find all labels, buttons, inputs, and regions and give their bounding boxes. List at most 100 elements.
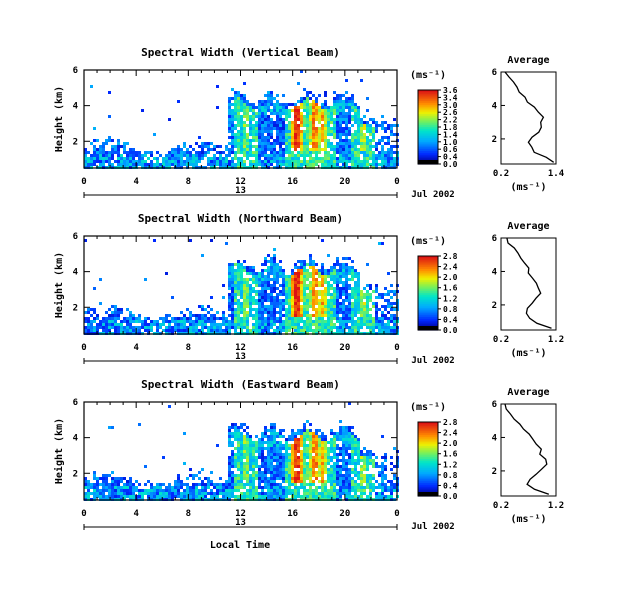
heatmap-cell bbox=[336, 127, 339, 130]
profile-y-tick-label: 4 bbox=[492, 101, 498, 111]
heatmap-cell bbox=[387, 480, 390, 483]
heatmap-cell bbox=[342, 453, 345, 456]
heatmap-cell bbox=[360, 320, 363, 323]
heatmap-cell bbox=[294, 432, 297, 435]
heatmap-cell bbox=[237, 317, 240, 320]
heatmap-cell bbox=[336, 130, 339, 133]
heatmap-cell bbox=[186, 157, 189, 160]
heatmap-cell bbox=[324, 133, 327, 136]
heatmap-cell bbox=[210, 480, 213, 483]
heatmap-cell bbox=[249, 495, 252, 498]
heatmap-cell bbox=[240, 426, 243, 429]
heatmap-cell bbox=[357, 109, 360, 112]
heatmap-cell bbox=[84, 483, 87, 486]
heatmap-cell bbox=[231, 486, 234, 489]
heatmap-cell bbox=[306, 477, 309, 480]
heatmap-cell bbox=[285, 489, 288, 492]
heatmap-cell bbox=[336, 293, 339, 296]
heatmap-cell bbox=[327, 275, 330, 278]
heatmap-cell bbox=[360, 323, 363, 326]
heatmap-cell bbox=[375, 163, 378, 166]
heatmap-cell bbox=[288, 154, 291, 157]
heatmap-cell bbox=[327, 329, 330, 332]
heatmap-cell bbox=[258, 329, 261, 332]
heatmap-cell bbox=[189, 323, 192, 326]
heatmap-cell bbox=[117, 480, 120, 483]
heatmap-cell bbox=[333, 287, 336, 290]
heatmap-cell bbox=[231, 263, 234, 266]
heatmap-cell bbox=[234, 290, 237, 293]
heatmap-cell bbox=[249, 438, 252, 441]
heatmap-cell bbox=[369, 299, 372, 302]
heatmap-cell bbox=[189, 317, 192, 320]
heatmap-cell bbox=[108, 326, 111, 329]
heatmap-cell bbox=[342, 302, 345, 305]
heatmap-cell bbox=[264, 320, 267, 323]
heatmap-cell bbox=[246, 311, 249, 314]
heatmap-cell bbox=[360, 311, 363, 314]
heatmap-cell bbox=[168, 326, 171, 329]
heatmap-cell bbox=[348, 483, 351, 486]
heatmap-cell bbox=[339, 151, 342, 154]
heatmap-cell bbox=[111, 151, 114, 154]
heatmap-cell bbox=[393, 118, 396, 121]
heatmap-cell bbox=[327, 157, 330, 160]
heatmap-cell bbox=[294, 109, 297, 112]
heatmap-cell bbox=[249, 465, 252, 468]
heatmap-cell bbox=[321, 308, 324, 311]
heatmap-cell bbox=[243, 299, 246, 302]
heatmap-cell bbox=[231, 266, 234, 269]
heatmap-cell bbox=[240, 483, 243, 486]
colorbar-tick-label: 2.8 bbox=[443, 252, 458, 261]
heatmap-cell bbox=[333, 269, 336, 272]
heatmap-cell bbox=[249, 121, 252, 124]
heatmap-cell bbox=[297, 100, 300, 103]
heatmap-cell bbox=[144, 326, 147, 329]
heatmap-cell bbox=[231, 474, 234, 477]
heatmap-cell bbox=[276, 142, 279, 145]
heatmap-cell bbox=[225, 323, 228, 326]
heatmap-cell bbox=[282, 290, 285, 293]
heatmap-cell bbox=[303, 88, 306, 91]
heatmap-cell bbox=[213, 154, 216, 157]
heatmap-cell bbox=[279, 468, 282, 471]
heatmap-cell bbox=[228, 115, 231, 118]
heatmap-cell bbox=[258, 492, 261, 495]
heatmap-cell bbox=[102, 142, 105, 145]
heatmap-cell bbox=[270, 441, 273, 444]
heatmap-cell bbox=[276, 326, 279, 329]
heatmap-cell bbox=[237, 281, 240, 284]
heatmap-cell bbox=[273, 97, 276, 100]
heatmap-cell bbox=[360, 121, 363, 124]
heatmap-cell bbox=[285, 145, 288, 148]
heatmap-cell bbox=[309, 465, 312, 468]
heatmap-cell bbox=[330, 160, 333, 163]
heatmap-cell bbox=[372, 121, 375, 124]
heatmap-cell bbox=[246, 462, 249, 465]
heatmap-cell bbox=[348, 269, 351, 272]
colorbar-swatch bbox=[418, 123, 438, 126]
heatmap-cell bbox=[369, 323, 372, 326]
heatmap-cell bbox=[357, 151, 360, 154]
heatmap-cell bbox=[225, 157, 228, 160]
heatmap-cell bbox=[297, 112, 300, 115]
heatmap-cell bbox=[357, 311, 360, 314]
colorbar-swatch bbox=[418, 488, 438, 492]
colorbar-swatch bbox=[418, 296, 438, 300]
heatmap-cell bbox=[393, 151, 396, 154]
heatmap-cell bbox=[291, 136, 294, 139]
heatmap-cell bbox=[315, 115, 318, 118]
heatmap-cell bbox=[249, 151, 252, 154]
heatmap-cell bbox=[264, 293, 267, 296]
heatmap-cell bbox=[366, 284, 369, 287]
colorbar-swatch bbox=[418, 154, 438, 158]
colorbar-swatch bbox=[418, 256, 438, 259]
heatmap-cell bbox=[102, 480, 105, 483]
heatmap-cell bbox=[330, 323, 333, 326]
heatmap-cell bbox=[324, 106, 327, 109]
colorbar-swatch bbox=[418, 145, 438, 148]
heatmap-cell bbox=[327, 474, 330, 477]
heatmap-cell bbox=[297, 489, 300, 492]
heatmap-cell bbox=[102, 160, 105, 163]
heatmap-cell bbox=[360, 489, 363, 492]
